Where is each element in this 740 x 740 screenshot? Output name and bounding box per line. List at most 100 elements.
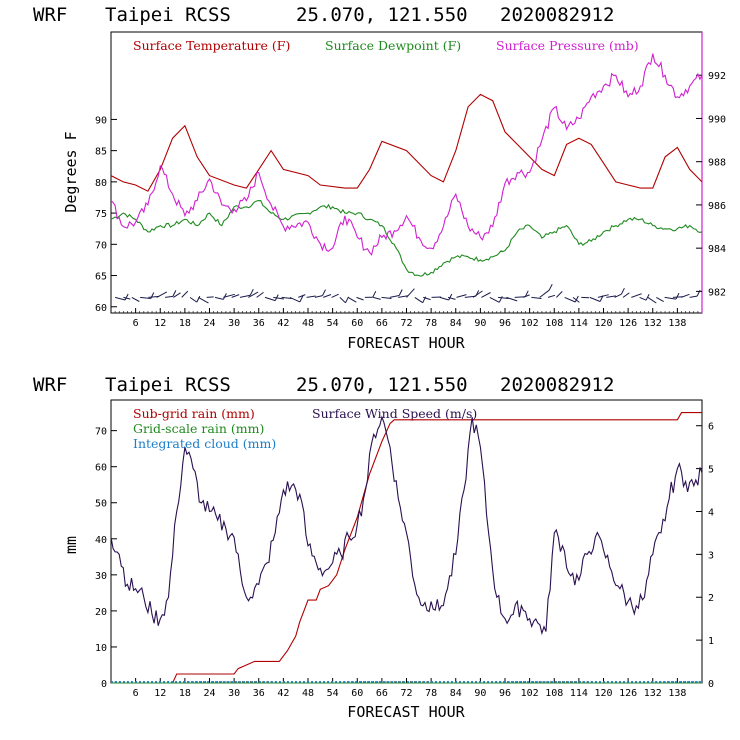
wind-barb-flag <box>645 293 650 301</box>
wind-barb <box>373 296 381 300</box>
y-left-tick-label: 0 <box>101 679 107 690</box>
wind-barb <box>189 296 198 303</box>
wind-barb <box>264 296 276 302</box>
wind-barb <box>589 296 601 302</box>
x-tick-label: 126 <box>619 688 637 699</box>
bottom-title-model: WRF <box>33 374 67 396</box>
top-series-group <box>110 53 703 277</box>
series-line-sub-grid-rain-mm <box>111 412 702 684</box>
x-tick-label: 60 <box>351 318 363 329</box>
bottom-x-axis-label: FORECAST HOUR <box>347 703 465 721</box>
wind-barb <box>239 294 251 298</box>
y-left-tick-label: 75 <box>95 209 107 220</box>
x-tick-label: 132 <box>644 318 662 329</box>
bottom-series-group <box>110 412 703 684</box>
x-tick-label: 114 <box>570 318 588 329</box>
wind-barb <box>606 295 616 298</box>
wind-barb <box>281 296 292 299</box>
y-left-tick-label: 30 <box>95 571 107 582</box>
wind-barb <box>289 296 301 303</box>
x-tick-label: 12 <box>154 688 166 699</box>
wind-barb <box>472 290 483 298</box>
wind-barb-flag <box>172 290 177 297</box>
x-tick-label: 36 <box>253 318 265 329</box>
x-tick-label: 30 <box>228 318 240 329</box>
wind-barbs-group <box>114 283 701 304</box>
legend-integrated-cloud: Integrated cloud (mm) <box>133 436 276 451</box>
wind-barb <box>314 295 323 298</box>
wind-barb <box>256 291 264 298</box>
wind-barb <box>389 295 400 298</box>
y-left-tick-label: 60 <box>95 463 107 474</box>
legend-grid-scale-rain: Grid-scale rain (mm) <box>133 421 264 436</box>
x-tick-label: 78 <box>425 688 437 699</box>
x-tick-label: 90 <box>474 318 486 329</box>
x-tick-label: 66 <box>376 688 388 699</box>
wind-barb <box>531 296 542 299</box>
y-right-tick-label: 988 <box>708 158 726 169</box>
wind-barb <box>140 296 151 299</box>
wind-barb <box>664 296 677 300</box>
wind-barb <box>406 288 415 298</box>
top-title-coords: 25.070, 121.550 <box>296 4 468 26</box>
wind-barb <box>123 296 131 300</box>
wind-barb <box>423 296 431 301</box>
y-left-tick-label: 50 <box>95 499 107 510</box>
x-tick-label: 120 <box>594 318 612 329</box>
wind-barb <box>114 296 126 301</box>
wind-barb <box>614 293 622 298</box>
y-right-tick-label: 3 <box>708 550 714 561</box>
x-tick-label: 114 <box>570 688 588 699</box>
wind-barb-flag <box>620 287 625 295</box>
wind-barb <box>347 296 357 303</box>
wind-barb <box>414 296 423 304</box>
x-tick-label: 108 <box>545 688 563 699</box>
y-right-tick-label: 984 <box>708 244 726 255</box>
y-right-tick-label: 982 <box>708 287 726 298</box>
wind-barb-flag <box>372 290 377 298</box>
x-tick-label: 84 <box>450 318 462 329</box>
top-panel: WRF Taipei RCSS 25.070, 121.550 20200829… <box>33 4 726 352</box>
y-left-tick-label: 90 <box>95 115 107 126</box>
wind-barb <box>656 296 664 303</box>
x-tick-label: 102 <box>521 688 539 699</box>
wind-barb <box>248 291 259 298</box>
x-tick-label: 72 <box>400 688 412 699</box>
y-right-tick-label: 6 <box>708 422 714 433</box>
wind-barb-flag <box>448 293 453 301</box>
wind-barb <box>439 296 449 301</box>
x-tick-label: 24 <box>203 318 215 329</box>
x-tick-label: 102 <box>521 318 539 329</box>
wind-barb <box>165 295 173 298</box>
wind-barb <box>173 292 181 298</box>
top-y-axis-label: Degrees F <box>62 131 80 212</box>
y-right-tick-label: 986 <box>708 201 726 212</box>
wind-barb <box>631 293 642 298</box>
wind-barb-flag <box>548 283 553 291</box>
wind-barb <box>481 292 491 298</box>
x-tick-label: 126 <box>619 318 637 329</box>
wind-barb <box>306 295 316 298</box>
bottom-title-coords: 25.070, 121.550 <box>296 374 468 396</box>
x-tick-label: 78 <box>425 318 437 329</box>
x-tick-label: 24 <box>203 688 215 699</box>
x-tick-label: 96 <box>499 318 511 329</box>
legend-surface-dewpoint: Surface Dewpoint (F) <box>325 38 461 53</box>
legend-surface-temperature: Surface Temperature (F) <box>133 38 290 53</box>
top-title-station: Taipei RCSS <box>105 4 231 26</box>
series-line-surface-wind-speed-m-s <box>110 415 703 636</box>
bottom-x-ticks: 6 12 18 24 30 36 42 48 54 60 66 72 78 84 90 96 102 108 114… <box>114 678 699 699</box>
top-y-right-ticks: 982 984 986 988 990 992 <box>696 71 726 298</box>
wind-barb <box>622 292 630 298</box>
x-tick-label: 138 <box>668 318 686 329</box>
y-left-tick-label: 85 <box>95 147 107 158</box>
x-tick-label: 42 <box>277 318 289 329</box>
top-title-model: WRF <box>33 4 67 26</box>
wind-barb <box>273 296 284 300</box>
bottom-title-init: 2020082912 <box>500 374 614 396</box>
x-tick-label: 54 <box>327 318 339 329</box>
wind-barb-flag <box>222 293 227 300</box>
x-tick-label: 108 <box>545 318 563 329</box>
x-tick-label: 132 <box>644 688 662 699</box>
top-x-ticks: 6 12 18 24 30 36 42 48 54 60 66 72 78 84 90 96 102 108 114… <box>114 308 699 329</box>
